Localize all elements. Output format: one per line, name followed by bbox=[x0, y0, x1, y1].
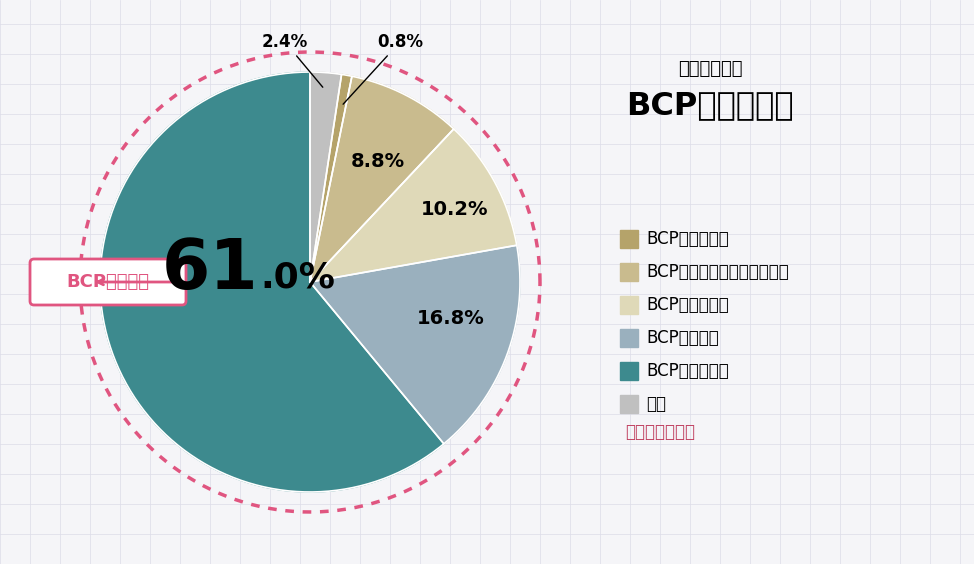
Text: BCPを策定予定: BCPを策定予定 bbox=[646, 296, 729, 314]
Text: 10.2%: 10.2% bbox=[421, 200, 488, 219]
Polygon shape bbox=[310, 74, 352, 282]
Bar bbox=[620, 230, 638, 248]
Text: 【グラフ１】: 【グラフ１】 bbox=[678, 60, 742, 78]
Text: BCPを知らない: BCPを知らない bbox=[646, 230, 729, 248]
Polygon shape bbox=[100, 72, 444, 492]
Text: 2.4%: 2.4% bbox=[262, 33, 322, 87]
Text: 8.8%: 8.8% bbox=[351, 152, 405, 171]
Text: 61: 61 bbox=[162, 236, 258, 303]
Text: BCPの策定状況: BCPの策定状況 bbox=[626, 90, 794, 121]
Polygon shape bbox=[310, 72, 342, 282]
Text: BCPは未策定・策定予定なし: BCPは未策定・策定予定なし bbox=[646, 263, 789, 281]
Text: BCPを策定中: BCPを策定中 bbox=[646, 329, 719, 347]
Text: ［ｎ＝２２８］: ［ｎ＝２２８］ bbox=[625, 423, 695, 441]
Text: BCPを策定済み: BCPを策定済み bbox=[646, 362, 729, 380]
Polygon shape bbox=[310, 129, 517, 282]
Text: 16.8%: 16.8% bbox=[416, 310, 484, 328]
Text: .0%: .0% bbox=[260, 260, 335, 294]
Polygon shape bbox=[310, 245, 520, 444]
Bar bbox=[620, 296, 638, 314]
Text: BCP策定済み: BCP策定済み bbox=[66, 273, 149, 291]
Bar bbox=[620, 362, 638, 380]
Bar bbox=[620, 263, 638, 281]
FancyBboxPatch shape bbox=[30, 259, 186, 305]
Bar bbox=[620, 395, 638, 413]
Text: 0.8%: 0.8% bbox=[343, 33, 423, 104]
Text: 不明: 不明 bbox=[646, 395, 666, 413]
Polygon shape bbox=[310, 76, 454, 282]
Bar bbox=[620, 329, 638, 347]
